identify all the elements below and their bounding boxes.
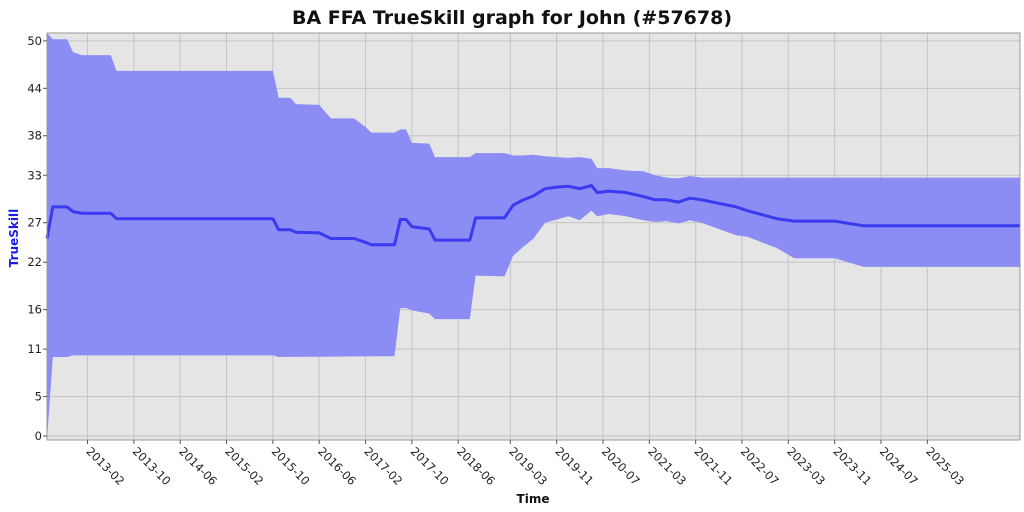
x-tick-label: 2015-10 [269, 444, 313, 488]
x-axis-label: Time [517, 492, 550, 506]
y-axis-label: TrueSkill [7, 209, 21, 267]
x-axis-ticks: 2013-02 2013-10 2014-06 2015-02 2015-10 2016-… [83, 440, 967, 488]
y-tick-label: 27 [27, 216, 42, 230]
y-tick-label: 33 [27, 168, 42, 182]
x-tick-label: 2023-11 [831, 444, 875, 488]
y-tick-label: 16 [27, 303, 42, 317]
y-axis-ticks: 0 5 11 16 22 27 33 38 44 50 [27, 34, 47, 443]
x-tick-label: 2014-06 [176, 444, 220, 488]
x-tick-label: 2021-11 [692, 444, 736, 488]
trueskill-mean-line [45, 184, 1020, 247]
x-tick-label: 2020-07 [599, 444, 643, 488]
x-tick-label: 2013-10 [130, 444, 174, 488]
y-tick-label: 50 [27, 34, 42, 48]
x-tick-label: 2015-02 [222, 444, 266, 488]
uncertainty-band [47, 33, 1020, 440]
y-tick-label: 0 [35, 429, 42, 443]
y-tick-label: 22 [27, 255, 42, 269]
x-tick-label: 2019-11 [553, 444, 597, 488]
x-tick-label: 2023-03 [784, 444, 828, 488]
x-tick-label: 2016-06 [315, 444, 359, 488]
y-tick-label: 5 [35, 390, 42, 404]
x-tick-label: 2019-03 [506, 444, 550, 488]
y-tick-label: 38 [27, 129, 42, 143]
x-tick-label: 2024-07 [877, 444, 921, 488]
x-tick-label: 2018-06 [454, 444, 498, 488]
y-tick-label: 11 [27, 342, 42, 356]
x-tick-label: 2021-03 [645, 444, 689, 488]
x-tick-label: 2022-07 [738, 444, 782, 488]
x-tick-label: 2025-03 [923, 444, 967, 488]
y-tick-label: 44 [27, 81, 42, 95]
x-tick-label: 2013-02 [83, 444, 127, 488]
x-tick-label: 2017-02 [361, 444, 405, 488]
x-tick-label: 2017-10 [408, 444, 452, 488]
chart-title: BA FFA TrueSkill graph for John (#57678) [292, 7, 732, 29]
plot-frame [46, 32, 1021, 441]
